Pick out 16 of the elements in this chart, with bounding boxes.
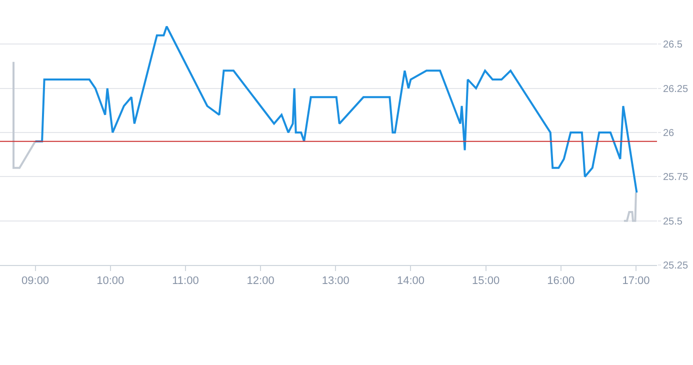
x-tick-label: 09:00 [22, 275, 50, 288]
x-tick-label: 13:00 [322, 275, 350, 288]
x-tick-label: 15:00 [472, 275, 500, 288]
y-tick-label: 25.25 [663, 260, 688, 272]
y-tick-label: 26 [663, 128, 675, 139]
y-tick-label: 25.75 [663, 172, 688, 184]
y-tick-label: 25.5 [663, 216, 683, 228]
y-tick-label: 26.5 [663, 40, 683, 51]
x-tick-label: 16:00 [547, 275, 575, 288]
x-tick-label: 10:00 [96, 275, 124, 288]
line-series [34, 26, 638, 194]
y-tick-label: 26.25 [663, 84, 688, 95]
x-tick-label: 14:00 [396, 275, 424, 288]
x-tick-label: 17:00 [622, 275, 650, 288]
x-tick-label: 11:00 [172, 275, 199, 288]
x-tick-label: 12:00 [246, 275, 274, 288]
